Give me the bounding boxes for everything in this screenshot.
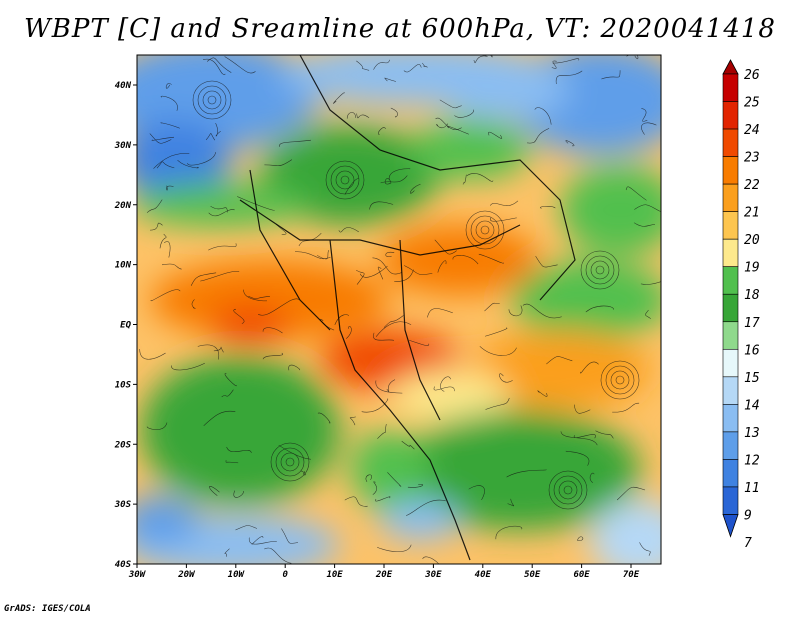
longitude-axis: 30W 20W 10W 0 10E 20E 30E 40E 50E 60E 70E	[128, 564, 640, 580]
colorbar-swatch	[722, 238, 739, 268]
colorbar-top-arrow	[722, 59, 739, 75]
colorbar: 26 25 24 23 22 21 20 19 18 17 16 15 14 13 12 11 9 7	[722, 59, 760, 551]
colorbar-swatch	[722, 321, 739, 350]
grads-credit: GrADS: IGES/COLA	[4, 604, 91, 614]
colorbar-swatch	[722, 156, 739, 185]
colorbar-swatch	[722, 266, 739, 295]
lon-tick-label: 20W	[177, 570, 196, 580]
lat-tick-label: EQ	[120, 321, 131, 331]
colorbar-swatch	[722, 211, 739, 240]
latitude-axis: 40N 30N 20N 10N EQ 10S 20S 30S 40S	[114, 81, 137, 570]
lat-tick-label: 10S	[115, 380, 132, 390]
colorbar-label: 13	[744, 426, 760, 441]
colorbar-swatch	[722, 73, 739, 102]
lon-tick-label: 70E	[623, 570, 640, 580]
colorbar-swatch	[722, 404, 739, 433]
lon-tick-label: 10E	[326, 570, 343, 580]
map-frame	[136, 54, 662, 565]
lon-tick-label: 60E	[573, 570, 590, 580]
colorbar-label: 18	[744, 288, 760, 303]
lat-tick-label: 40S	[115, 560, 132, 570]
colorbar-label: 21	[744, 206, 760, 221]
wbpt-field-map	[137, 55, 661, 564]
colorbar-swatch	[722, 459, 739, 488]
colorbar-label: 23	[744, 151, 760, 166]
colorbar-label: 19	[744, 261, 760, 276]
colorbar-label: 7	[744, 536, 752, 551]
colorbar-swatch	[722, 293, 739, 323]
lat-tick-label: 10N	[115, 261, 132, 271]
lat-tick-label: 30S	[114, 500, 132, 510]
colorbar-label: 14	[744, 398, 760, 413]
colorbar-swatch	[722, 431, 739, 460]
colorbar-swatch	[722, 183, 739, 212]
lat-tick-label: 20S	[114, 440, 132, 450]
lon-tick-label: 20E	[375, 570, 393, 580]
colorbar-swatch	[722, 376, 739, 405]
colorbar-label: 22	[744, 178, 760, 193]
colorbar-label: 20	[744, 233, 760, 248]
figure-title: WBPT [C] and Sreamline at 600hPa, VT: 20…	[24, 14, 776, 44]
colorbar-label: 25	[744, 96, 760, 111]
lon-tick-label: 0	[282, 570, 288, 580]
lat-tick-label: 30N	[114, 141, 132, 151]
colorbar-label: 24	[744, 123, 760, 138]
lon-tick-label: 10W	[228, 570, 246, 580]
colorbar-label: 26	[744, 68, 760, 83]
colorbar-swatch	[722, 128, 739, 157]
colorbar-label: 15	[744, 371, 760, 386]
colorbar-label: 11	[744, 481, 760, 496]
colorbar-swatch	[722, 348, 739, 378]
lon-tick-label: 30E	[424, 570, 442, 580]
lat-tick-label: 40N	[115, 81, 132, 91]
colorbar-bottom-arrow	[722, 514, 739, 538]
colorbar-swatch	[722, 486, 739, 515]
colorbar-label: 12	[744, 453, 760, 468]
lon-tick-label: 50E	[524, 570, 541, 580]
colorbar-label: 17	[744, 316, 760, 331]
colorbar-label: 9	[744, 508, 752, 523]
colorbar-label: 16	[744, 343, 760, 358]
lon-tick-label: 30W	[128, 570, 147, 580]
lon-tick-label: 40E	[475, 570, 492, 580]
lat-tick-label: 20N	[114, 201, 132, 211]
colorbar-swatch	[722, 101, 739, 130]
